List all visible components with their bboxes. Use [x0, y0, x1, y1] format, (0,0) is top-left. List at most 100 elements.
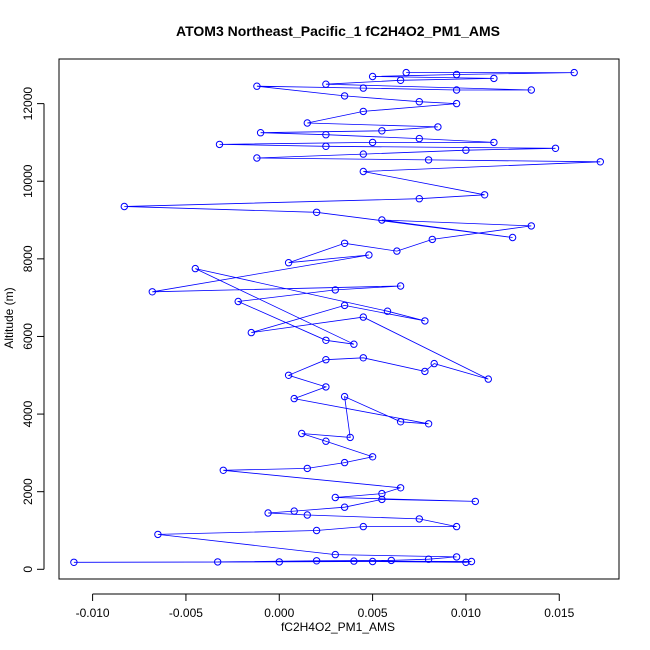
data-point	[359, 84, 367, 92]
data-point	[368, 453, 377, 461]
chart-title: ATOM3 Northeast_Pacific_1 fC2H4O2_PM1_AM…	[176, 23, 500, 39]
y-tick-label: 4000	[21, 400, 35, 427]
data-point	[120, 202, 129, 211]
data-point	[234, 297, 242, 306]
data-point	[471, 497, 479, 506]
data-point	[340, 503, 349, 511]
data-point	[434, 123, 442, 131]
data-point	[570, 68, 578, 77]
data-point	[284, 259, 293, 267]
data-point	[322, 356, 330, 364]
data-point	[551, 144, 560, 153]
data-point	[340, 92, 349, 100]
data-point	[340, 458, 349, 467]
data-point	[253, 82, 261, 90]
data-point	[396, 418, 405, 426]
data-point	[393, 247, 401, 255]
data-point	[452, 86, 461, 94]
data-point	[490, 138, 498, 147]
data-point	[322, 142, 330, 151]
y-tick-label: 0	[21, 566, 35, 573]
data-point	[312, 208, 321, 217]
data-point	[219, 466, 228, 474]
data-point	[462, 558, 470, 566]
data-point	[303, 511, 311, 519]
data-point	[378, 489, 386, 498]
data-point	[264, 509, 272, 517]
data-point	[421, 317, 429, 325]
data-point	[340, 239, 349, 248]
data-point	[350, 340, 358, 348]
data-point	[359, 107, 367, 116]
plot-area	[58, 58, 620, 580]
data-point	[368, 557, 377, 566]
data-point	[368, 138, 377, 147]
data-point	[284, 371, 293, 379]
data-point	[215, 140, 224, 149]
data-point	[480, 191, 489, 199]
data-point	[378, 127, 386, 135]
data-point	[396, 484, 405, 492]
data-point	[322, 437, 330, 445]
data-point	[378, 216, 386, 224]
data-point	[350, 557, 358, 565]
data-point	[346, 433, 354, 442]
data-point	[452, 70, 461, 79]
data-point	[415, 98, 423, 106]
data-point	[359, 522, 367, 531]
data-point	[331, 550, 339, 559]
data-point	[331, 286, 339, 294]
data-point	[312, 557, 321, 565]
data-point	[424, 555, 433, 563]
data-point	[424, 156, 433, 164]
y-tick-label: 2000	[21, 478, 35, 505]
data-point	[462, 146, 470, 154]
y-tick-label: 12000	[21, 87, 35, 121]
data-point	[527, 222, 535, 230]
data-point	[70, 558, 78, 566]
data-point	[452, 522, 461, 531]
y-axis: 0 2000 4000 6000 8000 10000 12000	[21, 87, 45, 573]
data-point	[484, 375, 492, 383]
data-point	[322, 80, 330, 88]
data-point	[415, 515, 423, 523]
data-point	[290, 394, 298, 403]
data-point	[340, 392, 349, 401]
data-point	[428, 235, 436, 244]
data-point	[154, 530, 162, 539]
data-point	[340, 301, 349, 310]
data-point	[452, 553, 461, 561]
x-axis-label: fC2H4O2_PM1_AMS	[281, 620, 395, 634]
data-point	[331, 493, 339, 502]
x-tick-label: -0.005	[169, 606, 203, 620]
data-point	[421, 367, 429, 376]
data-point	[415, 195, 423, 203]
data-point	[467, 557, 476, 566]
data-point	[396, 76, 405, 85]
data-point	[247, 328, 256, 337]
data-point	[452, 99, 461, 108]
data-point	[191, 264, 200, 273]
data-point	[430, 359, 438, 368]
data-point	[378, 495, 386, 504]
series-line	[73, 72, 601, 563]
x-tick-label: 0.015	[544, 606, 574, 620]
data-point	[424, 420, 433, 428]
x-tick-label: 0.010	[451, 606, 481, 620]
data-point	[214, 558, 222, 566]
data-point	[303, 119, 311, 127]
data-point	[359, 167, 367, 176]
y-tick-label: 10000	[21, 164, 35, 198]
y-tick-label: 8000	[21, 245, 35, 272]
data-point	[508, 233, 517, 242]
data-point	[402, 68, 410, 77]
data-point	[365, 251, 373, 259]
data-point	[387, 556, 395, 565]
data-point	[527, 86, 535, 94]
data-point	[303, 464, 311, 473]
data-point	[322, 383, 330, 391]
data-point	[322, 131, 330, 139]
data-point	[383, 307, 392, 315]
x-axis: -0.010 -0.005 0.000 0.005 0.010 0.015	[76, 593, 575, 620]
